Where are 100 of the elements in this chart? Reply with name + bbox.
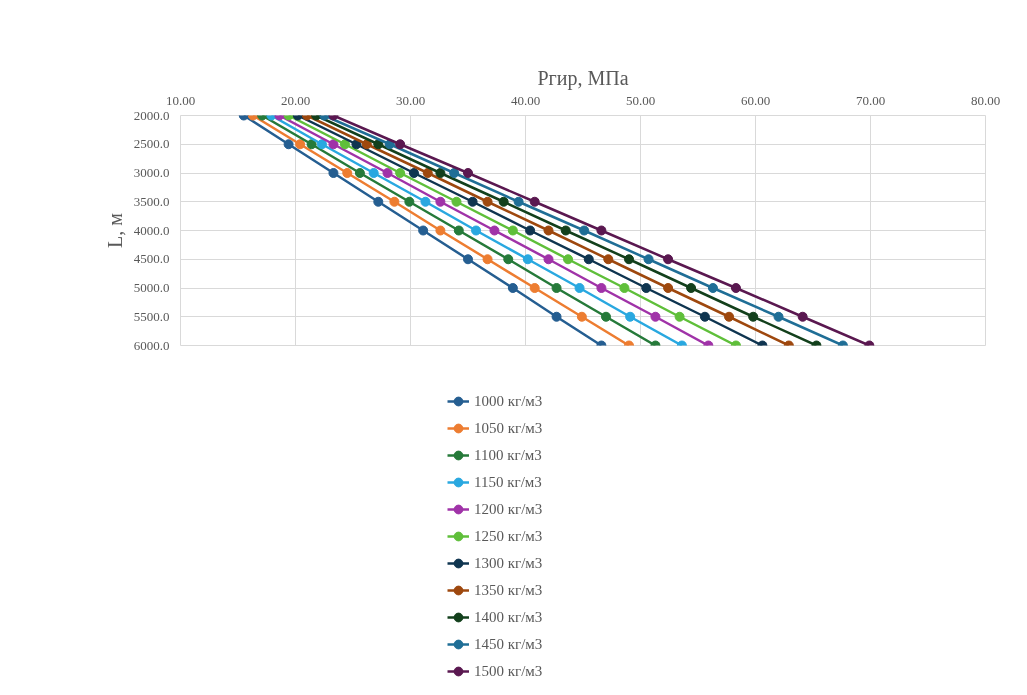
point — [663, 283, 674, 293]
point — [283, 139, 294, 150]
point — [551, 283, 562, 293]
point — [560, 225, 571, 236]
point — [724, 311, 735, 322]
point — [342, 168, 353, 178]
y-tick-label: 2000.0 — [133, 107, 170, 123]
point — [583, 254, 594, 265]
x-axis-title: Ргир, МПа — [537, 66, 629, 90]
x-tick-label: 80.00 — [970, 92, 1001, 108]
point — [339, 139, 350, 150]
point — [435, 225, 446, 236]
point — [797, 311, 808, 322]
point — [295, 139, 306, 150]
point — [463, 254, 473, 265]
point — [354, 168, 365, 178]
point — [498, 196, 509, 207]
x-tick-label: 50.00 — [625, 92, 656, 108]
point — [686, 283, 697, 293]
point — [449, 168, 460, 178]
point — [563, 254, 574, 265]
point — [389, 196, 400, 207]
point — [603, 254, 614, 265]
legend-label: 1000 кг/м3 — [474, 391, 543, 411]
point — [418, 225, 429, 236]
point — [551, 311, 562, 322]
legend-label: 1250 кг/м3 — [474, 526, 543, 546]
point — [328, 168, 339, 178]
point — [513, 196, 524, 207]
legend-label: 1400 кг/м3 — [474, 607, 543, 627]
y-axis-title: L, м — [103, 212, 126, 248]
legend-label: 1450 кг/м3 — [474, 634, 543, 654]
legend-label: 1350 кг/м3 — [474, 580, 543, 600]
point — [576, 311, 587, 322]
point — [529, 283, 540, 293]
point — [574, 283, 585, 293]
point — [328, 139, 339, 150]
y-tick-label: 2500.0 — [133, 136, 170, 152]
point — [435, 168, 446, 178]
point — [525, 225, 536, 236]
point — [482, 196, 493, 207]
point — [453, 225, 464, 236]
y-tick-label: 3000.0 — [133, 165, 170, 180]
point — [529, 196, 540, 207]
point — [507, 225, 518, 236]
y-tick-label: 5000.0 — [133, 280, 170, 295]
point — [382, 168, 393, 178]
point — [368, 168, 379, 178]
point — [748, 311, 759, 322]
legend-label: 1500 кг/м3 — [474, 661, 543, 681]
point — [625, 311, 636, 322]
point — [773, 311, 784, 322]
point — [601, 311, 611, 322]
point — [373, 139, 384, 150]
legend-label: 1200 кг/м3 — [474, 499, 543, 519]
legend-label: 1150 кг/м3 — [474, 472, 542, 492]
point — [395, 168, 406, 178]
point — [543, 254, 554, 265]
x-tick-label: 20.00 — [280, 92, 311, 108]
legend-label: 1300 кг/м3 — [474, 553, 543, 573]
point — [624, 254, 634, 265]
legend-label: 1100 кг/м3 — [474, 445, 542, 465]
point — [596, 283, 607, 293]
point — [482, 254, 493, 265]
point — [435, 196, 446, 207]
y-tick-label: 6000.0 — [133, 337, 170, 353]
x-tick-label: 60.00 — [740, 92, 771, 108]
point — [507, 283, 518, 293]
point — [316, 139, 327, 150]
x-tick-label: 30.00 — [395, 92, 426, 108]
point — [522, 254, 533, 265]
y-tick-label: 4000.0 — [133, 222, 170, 238]
point — [650, 311, 661, 322]
point — [699, 311, 710, 322]
y-tick-label: 4500.0 — [133, 251, 170, 267]
point — [674, 311, 685, 322]
point — [361, 139, 372, 150]
point — [543, 225, 554, 236]
point — [451, 196, 462, 207]
point — [489, 225, 500, 236]
point — [373, 196, 384, 207]
point — [619, 283, 630, 293]
point — [596, 225, 607, 236]
point — [422, 168, 433, 178]
point — [643, 254, 654, 265]
point — [408, 168, 419, 178]
point — [471, 225, 482, 236]
point — [463, 168, 473, 178]
legend-label: 1050 кг/м3 — [474, 418, 543, 438]
x-tick-label: 70.00 — [855, 92, 886, 108]
point — [404, 196, 415, 207]
point — [663, 254, 674, 265]
point — [707, 283, 718, 293]
point — [420, 196, 431, 207]
point — [306, 139, 317, 150]
point — [730, 283, 741, 293]
point — [503, 254, 514, 265]
y-tick-label: 3500.0 — [133, 193, 170, 209]
point — [579, 225, 590, 236]
point — [467, 196, 478, 207]
